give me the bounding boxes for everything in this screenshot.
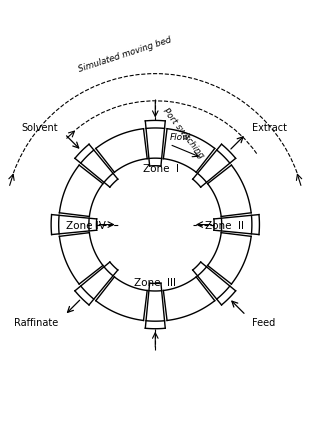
Text: Solvent: Solvent <box>22 123 58 133</box>
Text: Zone  II: Zone II <box>205 220 244 230</box>
Text: Simulated moving bed: Simulated moving bed <box>77 35 173 74</box>
Text: Raffinate: Raffinate <box>14 317 58 327</box>
Text: Zone  III: Zone III <box>134 277 176 287</box>
Text: Feed: Feed <box>252 317 276 327</box>
Text: Zone IV: Zone IV <box>66 220 106 230</box>
Text: Zone  I: Zone I <box>143 163 179 173</box>
Text: Port switching: Port switching <box>161 106 206 160</box>
Text: Flow: Flow <box>170 133 190 142</box>
Text: Extract: Extract <box>252 123 287 133</box>
